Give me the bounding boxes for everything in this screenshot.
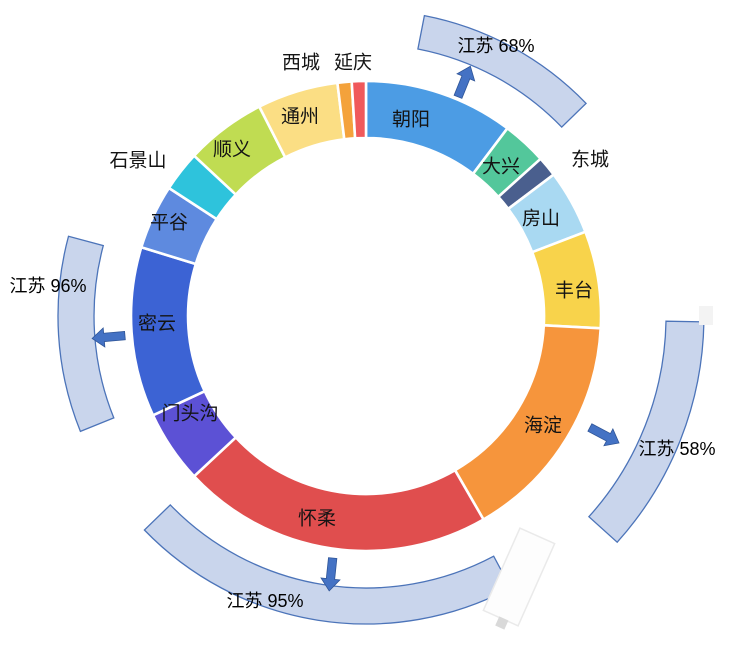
label-miyun: 密云: [138, 313, 176, 335]
label-shunyi: 顺义: [213, 139, 251, 161]
label-chaoyang: 朝阳: [392, 109, 430, 131]
label-daxing: 大兴: [482, 156, 520, 178]
label-haidian: 海淀: [524, 415, 562, 437]
callout-arc-jiangsu-58: [587, 320, 705, 544]
callout-arcs: [57, 14, 705, 625]
callout-arrow-jiangsu-96: [91, 327, 126, 348]
callout-arc-jiangsu-96: [57, 235, 115, 433]
label-xicheng: 西城: [282, 52, 320, 74]
label-jiangsu-58: 江苏 58%: [638, 439, 715, 459]
donut-segment-huairou: [192, 436, 485, 553]
label-huairou: 怀柔: [298, 508, 336, 530]
label-jiangsu-96: 江苏 96%: [9, 276, 86, 296]
callout-arrow-jiangsu-58: [587, 423, 620, 447]
artifact-rectangle: [482, 527, 556, 630]
callout-arrow-jiangsu-95: [320, 557, 341, 592]
label-tongzhou: 通州: [281, 106, 319, 128]
donut-segments: [129, 79, 603, 553]
label-dongcheng: 东城: [571, 149, 609, 171]
artifact-square: [699, 306, 713, 325]
label-fengtai: 丰台: [555, 280, 593, 302]
callout-arrows: [91, 65, 620, 592]
label-shijingshan: 石景山: [109, 150, 166, 172]
label-pinggu: 平谷: [150, 212, 188, 234]
callout-arc-jiangsu-68: [417, 14, 588, 129]
label-fangshan: 房山: [522, 208, 560, 230]
label-jiangsu-68: 江苏 68%: [457, 36, 534, 56]
label-yanqing: 延庆: [334, 52, 372, 74]
label-mentougou: 门头沟: [161, 403, 218, 425]
label-jiangsu-95: 江苏 95%: [226, 591, 303, 611]
callout-arrow-jiangsu-68: [453, 65, 476, 99]
donut-segment-yanqing: [350, 79, 368, 140]
callout-arc-jiangsu-95: [143, 503, 512, 625]
